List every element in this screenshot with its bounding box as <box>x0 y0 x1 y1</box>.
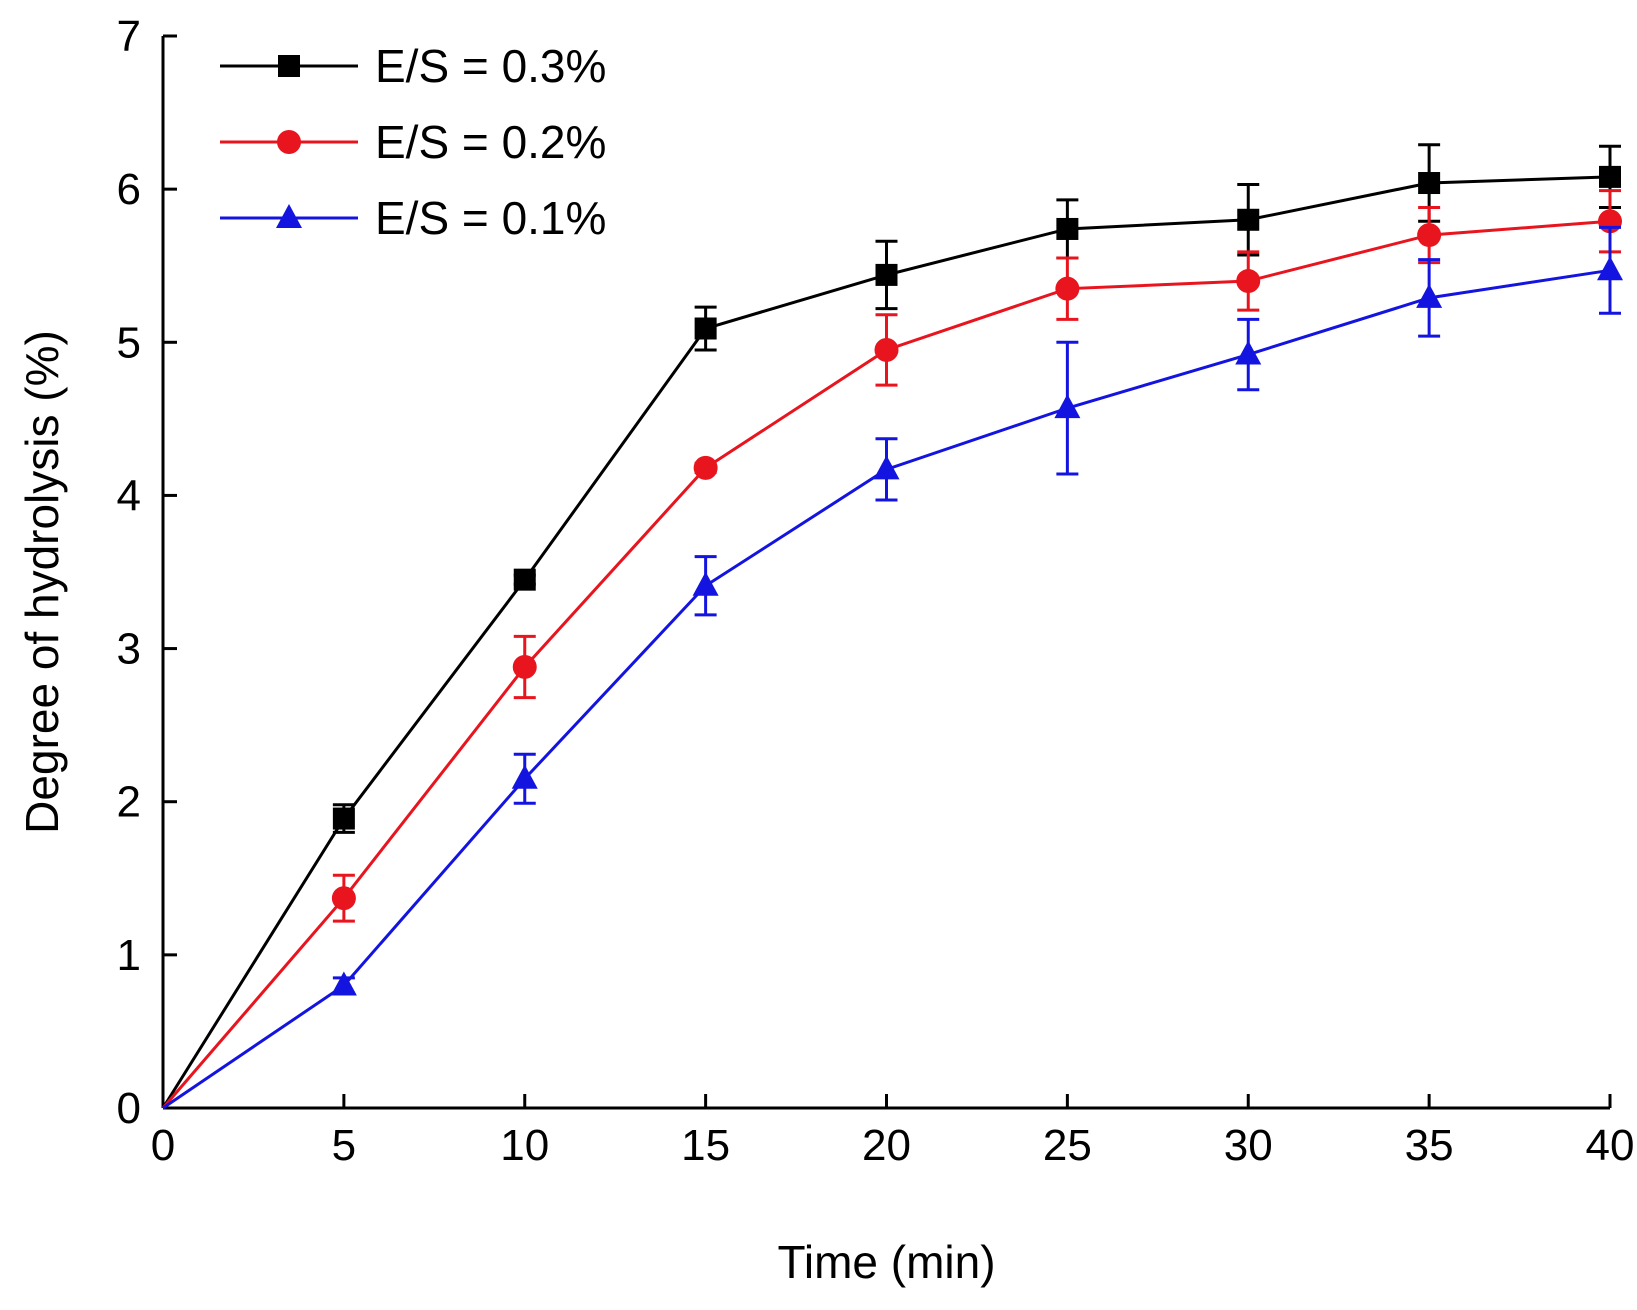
data-point <box>330 971 357 996</box>
series-2 <box>161 189 1622 1109</box>
data-point <box>874 337 899 362</box>
data-point <box>1056 217 1079 240</box>
plot-area <box>161 143 1623 1110</box>
x-tick-label: 40 <box>1586 1121 1635 1170</box>
data-point <box>513 568 536 591</box>
y-tick-label: 6 <box>117 165 141 214</box>
legend-marker <box>278 55 300 77</box>
data-point <box>875 263 898 286</box>
series-1 <box>161 143 1621 1109</box>
x-tick-label: 5 <box>332 1121 356 1170</box>
x-tick-label: 0 <box>151 1121 175 1170</box>
y-tick-label: 5 <box>117 318 141 367</box>
legend-entry-2: E/S = 0.2% <box>220 116 606 168</box>
legend-label: E/S = 0.2% <box>375 116 606 168</box>
x-tick-label: 10 <box>500 1121 549 1170</box>
x-axis-title: Time (min) <box>777 1236 995 1288</box>
data-point <box>1417 223 1442 248</box>
legend: E/S = 0.3% E/S = 0.2% E/S = 0.1% <box>220 40 606 244</box>
legend-label: E/S = 0.1% <box>375 192 606 244</box>
legend-marker <box>276 204 302 228</box>
legend-label: E/S = 0.3% <box>375 40 606 92</box>
x-tick-label: 25 <box>1043 1121 1092 1170</box>
y-tick-label: 4 <box>117 471 141 520</box>
data-point <box>694 317 717 340</box>
series-3 <box>162 225 1623 1110</box>
data-point <box>692 571 719 596</box>
x-tick-label: 20 <box>862 1121 911 1170</box>
y-tick-label: 0 <box>117 1084 141 1133</box>
data-point <box>512 654 537 679</box>
data-point <box>693 455 718 480</box>
data-point <box>873 455 900 480</box>
y-tick-label: 3 <box>117 625 141 674</box>
data-point <box>1418 172 1441 195</box>
x-tick-label: 30 <box>1224 1121 1273 1170</box>
legend-entry-3: E/S = 0.1% <box>220 192 606 244</box>
data-point <box>331 886 356 911</box>
data-point <box>1597 256 1623 281</box>
data-point <box>1055 276 1080 301</box>
y-tick-label: 7 <box>117 12 141 61</box>
y-tick-label: 1 <box>117 931 141 980</box>
y-tick-label: 2 <box>117 778 141 827</box>
legend-entry-1: E/S = 0.3% <box>220 40 606 92</box>
data-point <box>511 764 538 789</box>
data-point <box>1416 283 1443 308</box>
x-tick-label: 35 <box>1405 1121 1454 1170</box>
data-point <box>1054 394 1081 419</box>
legend-marker <box>277 130 301 154</box>
data-point <box>332 807 355 830</box>
axes: 0 5 10 15 20 25 30 35 40 0 1 2 3 4 5 6 7 <box>117 12 1635 1170</box>
data-point <box>1235 340 1262 365</box>
data-point <box>1236 269 1261 294</box>
data-point <box>1237 208 1260 231</box>
x-tick-label: 15 <box>681 1121 730 1170</box>
y-axis-title: Degree of hydrolysis (%) <box>16 330 68 834</box>
data-point <box>1599 165 1621 188</box>
series-line <box>162 268 1611 1110</box>
